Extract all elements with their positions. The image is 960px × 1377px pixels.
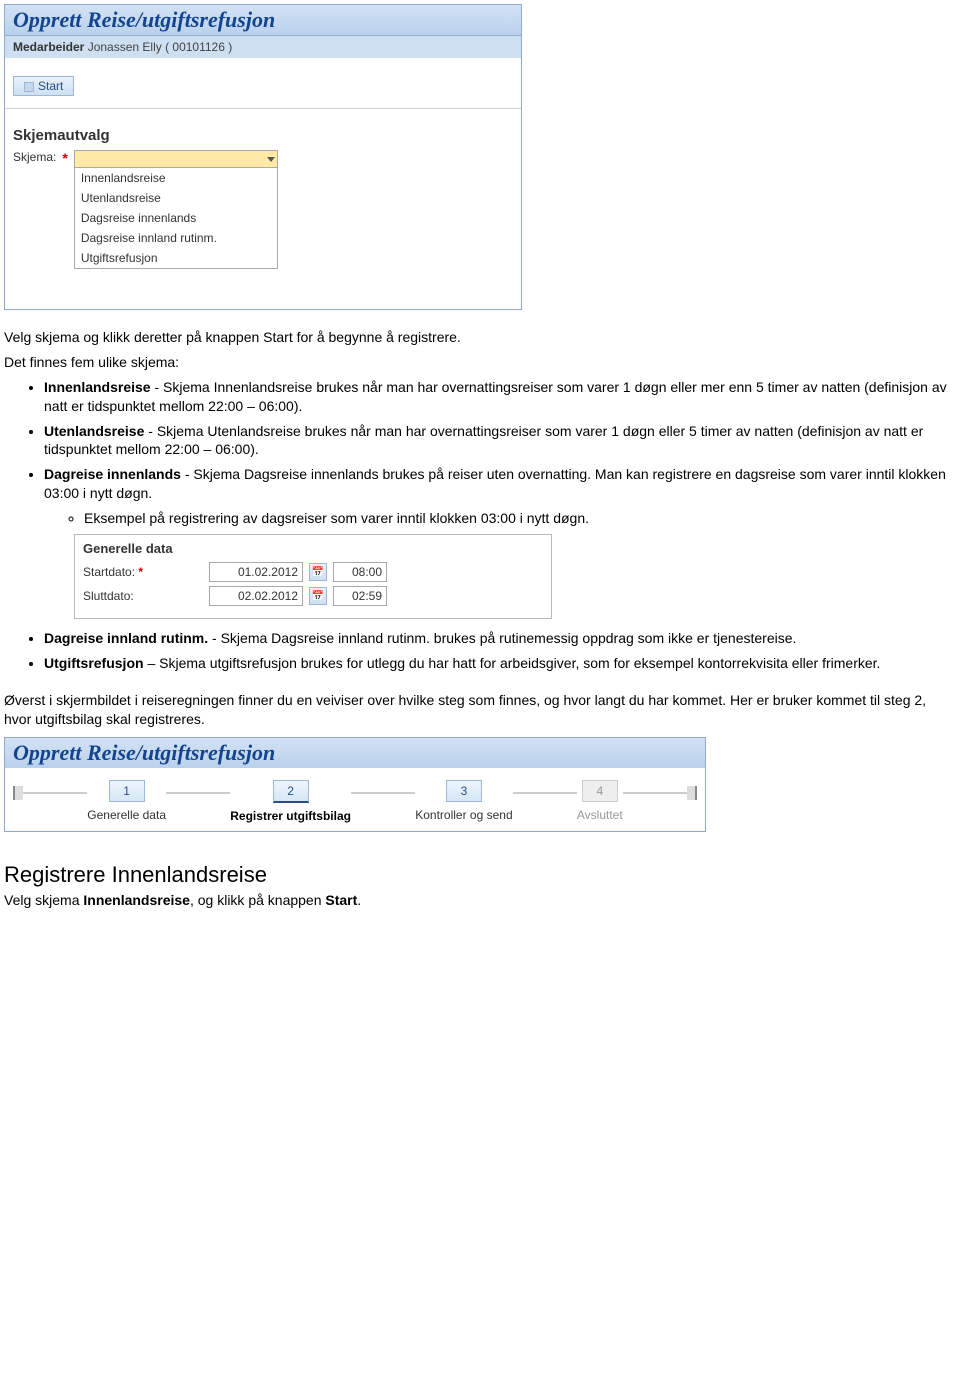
schema-list-cont: Dagreise innland rutinm. - Skjema Dagsre… xyxy=(4,629,956,673)
start-date-label: Startdato: * xyxy=(83,565,203,579)
wizard-step-1-label: Generelle data xyxy=(87,808,166,822)
create-expense-panel: Opprett Reise/utgiftsrefusjon Medarbeide… xyxy=(4,4,522,310)
dropdown-option[interactable]: Dagsreise innland rutinm. xyxy=(75,228,277,248)
start-date-input[interactable] xyxy=(209,562,303,582)
employee-label: Medarbeider xyxy=(13,40,84,54)
wizard-header: Opprett Reise/utgiftsrefusjon xyxy=(5,738,705,768)
wizard-step-3-label: Kontroller og send xyxy=(415,808,512,822)
panel-title: Opprett Reise/utgiftsrefusjon xyxy=(13,7,275,32)
employee-row: Medarbeider Jonassen Elly ( 00101126 ) xyxy=(5,36,521,58)
dropdown-option[interactable]: Utgiftsrefusjon xyxy=(75,248,277,268)
wizard-panel: Opprett Reise/utgiftsrefusjon 1 Generell… xyxy=(4,737,706,832)
general-data-panel: Generelle data Startdato: * 📅 Sluttdato:… xyxy=(74,534,552,619)
section-title: Skjemautvalg xyxy=(13,127,513,144)
end-time-input[interactable] xyxy=(333,586,387,606)
wizard-step-3[interactable]: 3 xyxy=(446,780,482,802)
wizard-step-2[interactable]: 2 xyxy=(273,780,309,803)
list-item: Dagreise innland rutinm. - Skjema Dagsre… xyxy=(44,629,956,648)
wizard-step-4-label: Avsluttet xyxy=(577,808,623,822)
intro-paragraph-2: Det finnes fem ulike skjema: xyxy=(4,353,956,372)
wizard-step-4: 4 xyxy=(582,780,618,802)
list-item: Utgiftsrefusjon – Skjema utgiftsrefusjon… xyxy=(44,654,956,673)
dropdown-option[interactable]: Utenlandsreise xyxy=(75,188,277,208)
calendar-icon[interactable]: 📅 xyxy=(309,587,327,605)
list-sub-item: Eksempel på registrering av dagsreiser s… xyxy=(84,509,956,528)
list-item: Utenlandsreise - Skjema Utenlandsreise b… xyxy=(44,422,956,460)
wizard-end-icon xyxy=(687,786,697,800)
section-heading: Registrere Innenlandsreise xyxy=(4,862,956,888)
form-selection-section: Skjemautvalg Skjema: * Innenlandsreise U… xyxy=(5,115,521,309)
skjema-label: Skjema: xyxy=(13,150,56,164)
closing-paragraph: Velg skjema Innenlandsreise, og klikk på… xyxy=(4,892,956,908)
wizard-start-icon xyxy=(13,786,23,800)
end-date-input[interactable] xyxy=(209,586,303,606)
list-item: Dagreise innenlands - Skjema Dagsreise i… xyxy=(44,465,956,528)
wizard-title: Opprett Reise/utgiftsrefusjon xyxy=(13,740,275,765)
required-marker: * xyxy=(62,150,67,166)
dropdown-option[interactable]: Innenlandsreise xyxy=(75,168,277,188)
employee-value: Jonassen Elly ( 00101126 ) xyxy=(88,40,233,54)
skjema-dropdown-list: Innenlandsreise Utenlandsreise Dagsreise… xyxy=(74,168,278,269)
panel-header: Opprett Reise/utgiftsrefusjon xyxy=(5,5,521,36)
dropdown-option[interactable]: Dagsreise innenlands xyxy=(75,208,277,228)
skjema-dropdown[interactable] xyxy=(74,150,278,168)
list-item: Innenlandsreise - Skjema Innenlandsreise… xyxy=(44,378,956,416)
wizard-paragraph: Øverst i skjermbildet i reiseregningen f… xyxy=(4,691,956,729)
end-date-label: Sluttdato: xyxy=(83,589,203,603)
chevron-down-icon xyxy=(267,157,275,162)
start-time-input[interactable] xyxy=(333,562,387,582)
schema-list: Innenlandsreise - Skjema Innenlandsreise… xyxy=(4,378,956,528)
intro-paragraph: Velg skjema og klikk deretter på knappen… xyxy=(4,328,956,347)
wizard-step-1[interactable]: 1 xyxy=(109,780,145,802)
wizard-steps: 1 Generelle data 2 Registrer utgiftsbila… xyxy=(5,768,705,831)
wizard-step-2-label: Registrer utgiftsbilag xyxy=(230,809,351,823)
general-data-title: Generelle data xyxy=(83,541,543,556)
calendar-icon[interactable]: 📅 xyxy=(309,563,327,581)
start-button[interactable]: Start xyxy=(13,76,74,96)
